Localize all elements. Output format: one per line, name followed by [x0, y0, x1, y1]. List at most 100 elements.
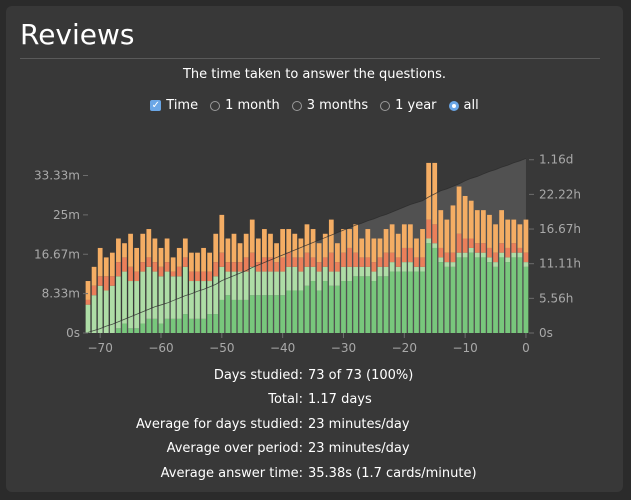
- bar-segment-relearn: [395, 257, 401, 267]
- bar-segment-learn: [444, 219, 450, 253]
- bar-segment-learn: [408, 224, 413, 248]
- range-option-all[interactable]: all: [448, 98, 479, 113]
- stat-label: Total:: [268, 392, 303, 408]
- bar-segment-learn: [201, 247, 206, 272]
- radio-1-month[interactable]: [210, 100, 221, 111]
- bar-segment-learn: [420, 229, 425, 258]
- bar-segment-young: [408, 262, 413, 272]
- bar-segment-relearn: [414, 257, 419, 267]
- bar-segment-relearn: [401, 247, 407, 263]
- bar-segment-learn: [292, 233, 298, 258]
- x-tick-label: −40: [270, 341, 295, 355]
- bar-segment-relearn: [292, 257, 298, 267]
- bar-segment-mature: [365, 276, 371, 333]
- time-checkbox[interactable]: ✓: [150, 99, 162, 111]
- stat-value: 73 of 73 (100%): [308, 367, 414, 383]
- bar-segment-relearn: [201, 271, 206, 282]
- bar-segment-learn: [146, 229, 152, 258]
- bar-segment-mature: [420, 271, 425, 333]
- bar-segment-young: [389, 262, 395, 272]
- bar-segment-young: [474, 252, 480, 258]
- stat-label: Average over period:: [166, 441, 303, 457]
- bar-segment-relearn: [456, 233, 462, 253]
- bar-segment-relearn: [122, 257, 127, 272]
- bar-segment-learn: [164, 238, 170, 263]
- bar-segment-learn: [268, 233, 273, 258]
- range-option-1-month[interactable]: 1 month: [210, 98, 280, 113]
- range-option-1-year[interactable]: 1 year: [380, 98, 437, 113]
- bar-segment-young: [511, 252, 517, 258]
- bar-segment-mature: [450, 266, 456, 333]
- stat-value: 1.17 days: [308, 392, 372, 408]
- bar-segment-mature: [207, 314, 213, 333]
- bar-segment-mature: [462, 257, 468, 333]
- bar-segment-relearn: [140, 262, 146, 272]
- bar-segment-learn: [213, 233, 219, 263]
- bar-segment-relearn: [255, 262, 261, 272]
- bar-segment-relearn: [213, 262, 219, 277]
- bar-segment-relearn: [91, 285, 97, 296]
- bar-segment-learn: [414, 238, 419, 258]
- bar-segment-young: [286, 266, 292, 291]
- bar-segment-mature: [122, 323, 127, 333]
- bar-segment-mature: [219, 299, 225, 333]
- bar-segment-learn: [91, 266, 97, 286]
- bar-segment-learn: [207, 252, 213, 272]
- x-tick-label: −10: [452, 341, 477, 355]
- bar-segment-mature: [152, 318, 158, 333]
- bar-segment-mature: [164, 318, 170, 333]
- range-label-all: all: [463, 98, 479, 113]
- bar-segment-learn: [103, 257, 109, 277]
- bar-segment-young: [468, 247, 474, 253]
- x-tick-label: −30: [331, 341, 356, 355]
- bar-segment-young: [328, 271, 334, 286]
- bar-segment-learn: [511, 219, 517, 244]
- bar-segment-learn: [134, 247, 140, 272]
- bar-segment-relearn: [274, 262, 279, 272]
- bar-segment-young: [432, 243, 438, 248]
- radio-3-months[interactable]: [291, 100, 302, 111]
- range-label-1-year: 1 year: [395, 98, 437, 113]
- bar-segment-relearn: [128, 266, 133, 282]
- stat-value: 23 minutes/day: [308, 416, 410, 432]
- bar-segment-young: [158, 276, 164, 324]
- bar-segment-relearn: [170, 271, 176, 277]
- bar-segment-mature: [335, 285, 340, 333]
- bar-segment-young: [438, 257, 444, 263]
- bar-segment-learn: [310, 229, 316, 258]
- bar-segment-mature: [140, 323, 146, 333]
- time-toggle[interactable]: ✓ Time: [150, 98, 198, 113]
- range-controls: ✓ Time 1 month 3 months 1 year all: [6, 98, 623, 113]
- radio-all[interactable]: [448, 100, 459, 111]
- bar-segment-young: [335, 271, 340, 286]
- bar-segment-relearn: [426, 219, 432, 239]
- reviews-card: Reviews The time taken to answer the que…: [6, 6, 623, 492]
- bar-segment-mature: [487, 262, 492, 333]
- range-option-3-months[interactable]: 3 months: [291, 98, 368, 113]
- bar-segment-mature: [353, 276, 359, 333]
- radio-1-year[interactable]: [380, 100, 391, 111]
- y-tick-label: 25m: [53, 208, 80, 222]
- bar-segment-relearn: [280, 257, 286, 272]
- bar-segment-young: [176, 276, 182, 319]
- bar-segment-mature: [262, 295, 267, 333]
- bar-segment-relearn: [158, 266, 164, 277]
- bar-segment-young: [347, 266, 352, 282]
- stat-label: Average answer time:: [160, 465, 303, 481]
- bar-segment-relearn: [237, 262, 243, 272]
- bar-segment-young: [517, 252, 523, 258]
- bar-segment-learn: [97, 247, 103, 277]
- bar-segment-learn: [219, 214, 225, 253]
- y2-tick-label: 0s: [539, 326, 553, 340]
- bar-segment-mature: [249, 295, 255, 333]
- bar-segment-learn: [347, 229, 352, 248]
- bar-segment-mature: [438, 262, 444, 333]
- bar-segment-young: [255, 271, 261, 296]
- bar-segment-young: [280, 271, 286, 296]
- bar-segment-mature: [170, 318, 176, 333]
- bar-segment-mature: [231, 299, 237, 333]
- bar-segment-mature: [298, 290, 304, 333]
- bar-segment-mature: [401, 271, 407, 333]
- bar-segment-young: [456, 252, 462, 258]
- bar-segment-relearn: [249, 252, 255, 267]
